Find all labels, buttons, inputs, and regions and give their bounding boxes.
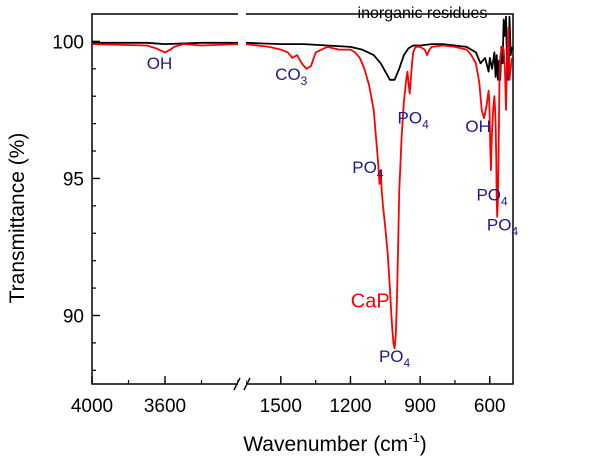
annotation-text: PO <box>476 185 501 204</box>
x-tick-label: 900 <box>404 396 436 417</box>
peak-annotation-po: PO4 <box>487 216 519 239</box>
annotation-subscript: 4 <box>377 167 384 181</box>
x-axis-title-end: ) <box>420 433 427 456</box>
series-line-cap <box>92 26 513 350</box>
annotation-subscript: 3 <box>301 74 308 88</box>
peak-annotation-po: PO4 <box>476 185 508 208</box>
annotation-text: CO <box>275 65 301 84</box>
x-tick-label: 3600 <box>144 396 186 417</box>
x-tick-label: 4000 <box>71 396 113 417</box>
annotation-text: OH <box>147 54 173 73</box>
annotation-text: PO <box>352 158 377 177</box>
annotation-text: PO <box>487 216 512 235</box>
axis-break-gap-top <box>238 12 246 16</box>
annotation-text: PO <box>398 109 423 128</box>
annotation-subscript: 4 <box>404 356 411 370</box>
series-label-cap: CaP <box>351 290 390 312</box>
peak-annotation-oh: OH <box>147 54 173 73</box>
annotation-text: PO <box>379 347 404 366</box>
axis-break-mark <box>233 377 241 391</box>
series-label-inorganic-residues: inorganic residues <box>358 5 488 22</box>
series-line-inorganic-residues <box>92 15 513 81</box>
x-axis-title-sup: -1 <box>408 430 420 445</box>
y-axis-title: Transmittance (%) <box>6 133 29 304</box>
plot-frame <box>91 13 514 385</box>
x-tick-label: 600 <box>474 396 506 417</box>
y-tick-label: 100 <box>52 32 84 53</box>
x-axis-title: Wavenumber (cm-1) <box>243 430 427 456</box>
peak-annotation-oh: OH <box>465 117 491 136</box>
annotation-subscript: 4 <box>501 194 508 208</box>
peak-annotation-co: CO3 <box>275 65 308 88</box>
annotation-subscript: 4 <box>511 225 518 239</box>
axis-break-mark <box>243 377 251 391</box>
peak-annotation-po: PO4 <box>398 109 430 132</box>
x-axis-title-main: Wavenumber (cm <box>243 433 408 456</box>
annotation-subscript: 4 <box>422 118 429 132</box>
series-layer <box>92 15 513 350</box>
x-tick-label: 1200 <box>329 396 371 417</box>
annotation-text: OH <box>465 117 491 136</box>
y-tick-label: 90 <box>63 306 84 327</box>
x-tick-label: 1500 <box>260 396 302 417</box>
peak-annotation-po: PO4 <box>352 158 384 181</box>
axis-break-gap <box>238 378 246 390</box>
peak-annotation-po: PO4 <box>379 347 411 370</box>
axis-layer: 4000 3600 1500 1200 900 600 90 95 100 <box>52 12 506 417</box>
y-tick-label: 95 <box>63 169 84 190</box>
